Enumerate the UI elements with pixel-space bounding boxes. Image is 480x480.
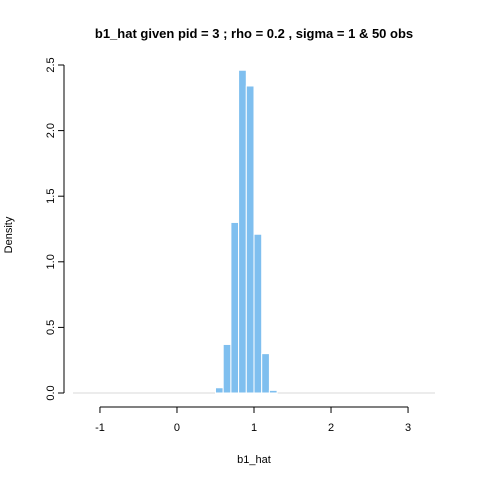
- histogram-bar: [238, 69, 247, 394]
- chart-title: b1_hat given pid = 3 ; rho = 0.2 , sigma…: [95, 26, 413, 41]
- y-axis: 0.0 0.5 1.0 1.5 2.0 2.5: [45, 57, 65, 401]
- y-tick-label: 2.5: [45, 57, 57, 72]
- histogram-bar: [268, 389, 278, 394]
- histogram-bar: [222, 343, 232, 394]
- histogram-bar: [214, 387, 224, 394]
- histogram-bar: [261, 353, 270, 394]
- x-tick-label: 1: [251, 422, 257, 434]
- x-tick-label: 3: [405, 422, 411, 434]
- x-axis-label: b1_hat: [237, 454, 271, 466]
- y-tick-label: 2.0: [45, 123, 57, 138]
- y-tick-label: 0.5: [45, 320, 57, 335]
- y-tick-label: 1.0: [45, 254, 57, 269]
- histogram-bar: [230, 221, 240, 394]
- y-tick-label: 0.0: [45, 385, 57, 400]
- x-axis: -1 0 1 2 3: [95, 406, 411, 434]
- histogram-bar: [253, 233, 263, 394]
- histogram-bar: [245, 85, 255, 394]
- y-tick-label: 1.5: [45, 189, 57, 204]
- x-tick-label: -1: [95, 422, 105, 434]
- x-tick-label: 2: [328, 422, 334, 434]
- plot-area: [73, 69, 435, 394]
- x-tick-label: 0: [174, 422, 180, 434]
- y-axis-label: Density: [3, 216, 15, 253]
